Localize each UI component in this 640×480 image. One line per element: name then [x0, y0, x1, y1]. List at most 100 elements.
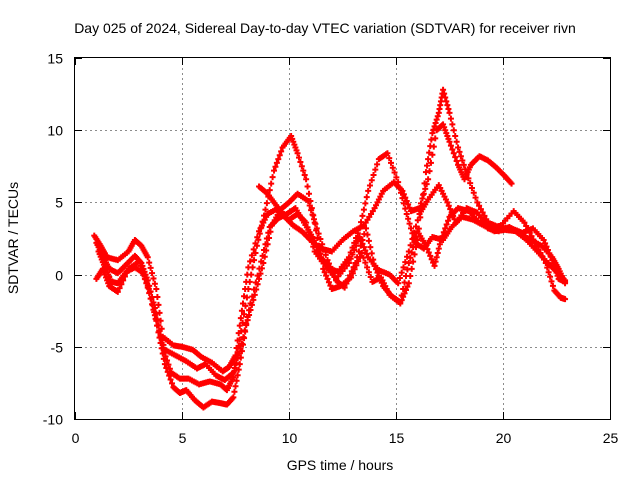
- data-point-interp: [445, 217, 452, 224]
- data-point: [341, 284, 348, 291]
- data-point: [431, 262, 438, 269]
- data-point-interp: [139, 267, 146, 274]
- data-point-interp: [164, 368, 171, 375]
- data-point-interp: [273, 159, 280, 166]
- data-point-interp: [427, 159, 434, 166]
- data-point-interp: [549, 282, 556, 289]
- data-point-interp: [232, 383, 239, 390]
- data-point-interp: [441, 90, 448, 97]
- data-point: [562, 296, 569, 303]
- data-point-interp: [160, 341, 167, 348]
- x-tick-label: 5: [179, 430, 187, 446]
- data-point-interp: [453, 158, 460, 165]
- data-point-interp: [400, 286, 407, 293]
- data-point-interp: [234, 355, 241, 362]
- data-point-interp: [459, 157, 466, 164]
- data-point-interp: [269, 174, 276, 181]
- data-point-interp: [249, 293, 256, 300]
- data-point-interp: [526, 229, 533, 236]
- data-point-interp: [306, 202, 313, 209]
- data-point-interp: [548, 278, 555, 285]
- data-point-interp: [268, 180, 275, 187]
- data-point-interp: [524, 226, 531, 233]
- chart-title: Day 025 of 2024, Sidereal Day-to-day VTE…: [74, 20, 576, 36]
- y-tick-label: 5: [55, 195, 63, 211]
- data-point-interp: [150, 306, 157, 313]
- data-point-interp: [420, 190, 427, 197]
- data-point-interp: [348, 268, 355, 275]
- data-point-interp: [350, 264, 357, 271]
- data-point: [236, 336, 243, 343]
- data-point: [562, 277, 569, 284]
- data-point-interp: [472, 194, 479, 201]
- data-point: [161, 361, 168, 368]
- data-point-interp: [405, 215, 412, 222]
- data-point-interp: [374, 161, 381, 168]
- data-point-interp: [400, 264, 407, 271]
- data-point-interp: [261, 247, 268, 254]
- data-point-interp: [457, 153, 464, 160]
- data-point: [384, 150, 391, 157]
- data-point: [258, 258, 265, 265]
- data-point-interp: [424, 162, 431, 169]
- data-point-interp: [309, 211, 316, 218]
- data-point-interp: [428, 256, 435, 263]
- data-point: [444, 199, 451, 206]
- data-point-interp: [357, 242, 364, 249]
- data-point-interp: [146, 259, 153, 266]
- data-point-interp: [150, 275, 157, 282]
- data-point-interp: [528, 233, 535, 240]
- data-point-interp: [476, 202, 483, 209]
- data-point-interp: [158, 345, 165, 352]
- data-point-interp: [278, 148, 285, 155]
- data-point-interp: [360, 206, 367, 213]
- plot-frame: [74, 57, 611, 420]
- data-point-interp: [252, 279, 259, 286]
- data-point-interp: [447, 206, 454, 213]
- data-point: [153, 286, 160, 293]
- data-point-interp: [298, 163, 305, 170]
- data-point-interp: [442, 94, 449, 101]
- data-point-interp: [434, 249, 441, 256]
- data-point-interp: [351, 239, 358, 246]
- data-point-interp: [250, 246, 257, 253]
- data-point-interp: [243, 320, 250, 327]
- data-point-interp: [256, 275, 263, 282]
- data-point: [114, 288, 121, 295]
- data-point-interp: [331, 274, 338, 281]
- data-point-interp: [408, 249, 415, 256]
- data-point-interp: [259, 218, 266, 225]
- data-point-interp: [261, 212, 268, 219]
- data-point-interp: [445, 202, 452, 209]
- data-point: [540, 236, 547, 243]
- data-point: [429, 130, 436, 137]
- data-point-interp: [325, 279, 332, 286]
- data-point: [440, 86, 447, 93]
- data-point-interp: [263, 235, 270, 242]
- series-track-e: [256, 121, 515, 255]
- data-point-interp: [425, 249, 432, 256]
- data-point: [425, 176, 432, 183]
- data-point-interp: [426, 168, 433, 175]
- data-point-interp: [249, 264, 256, 271]
- data-point-interp: [244, 313, 251, 320]
- data-point-interp: [453, 138, 460, 145]
- data-point-interp: [417, 200, 424, 207]
- data-point-interp: [375, 273, 382, 280]
- data-point: [144, 284, 151, 291]
- data-point-interp: [297, 158, 304, 165]
- data-point-interp: [154, 322, 161, 329]
- data-point-interp: [246, 278, 253, 285]
- data-point: [136, 258, 143, 265]
- data-point-interp: [251, 257, 258, 264]
- data-point-interp: [275, 156, 282, 163]
- data-point: [271, 167, 278, 174]
- x-tick-label: 10: [282, 430, 298, 446]
- data-point-interp: [355, 248, 362, 255]
- y-tick-label: -10: [43, 412, 63, 428]
- data-point: [238, 340, 245, 347]
- data-point-interp: [359, 236, 366, 243]
- data-point-interp: [116, 285, 123, 292]
- data-point-interp: [410, 235, 417, 242]
- data-point: [397, 299, 404, 306]
